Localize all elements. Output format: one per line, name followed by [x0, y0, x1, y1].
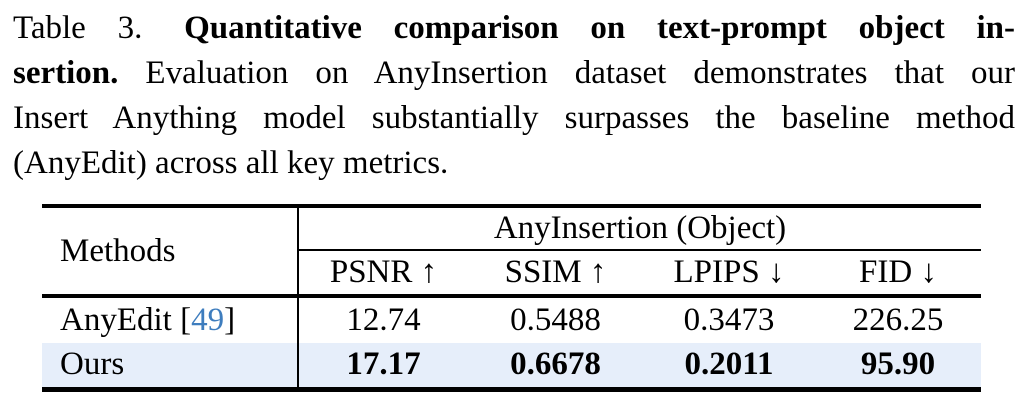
caption-body-text: Insert Anything model substantially surp…	[13, 100, 1015, 136]
caption-body-text: (AnyEdit) across all key metrics.	[13, 145, 449, 181]
method-name: Ours	[60, 346, 125, 383]
citation-bracket-close: ]	[224, 302, 236, 338]
caption-line-3: Insert Anything model substantially surp…	[13, 96, 1015, 141]
metric-header-fid: FID ↓	[815, 250, 982, 298]
value-cell-ssim: 0.6678	[468, 343, 643, 389]
methods-column-header: Methods	[42, 206, 299, 298]
caption-title-bold: Quantitative comparison on text-prompt o…	[184, 10, 1015, 46]
value-cell-fid: 226.25	[852, 302, 944, 338]
value-cell-lpips: 0.3473	[683, 302, 775, 338]
results-table: Methods AnyInsertion (Object) PSNR ↑ SSI…	[42, 204, 982, 392]
table-row-anyedit: AnyEdit [49] 12.74 0.5488 0.3473 226.25	[42, 296, 981, 343]
results-table-container: Methods AnyInsertion (Object) PSNR ↑ SSI…	[42, 204, 982, 392]
citation-bracket-open: [	[180, 302, 192, 338]
metric-header-psnr: PSNR ↑	[298, 250, 468, 298]
value-cell-ssim: 0.5488	[510, 302, 601, 338]
value-cell-lpips: 0.2011	[643, 343, 815, 389]
caption-title-bold-cont: sertion.	[13, 55, 119, 91]
metric-header-lpips: LPIPS ↓	[643, 250, 815, 298]
caption-line-1: Table 3. Quantitative comparison on text…	[13, 6, 1015, 51]
method-cell-anyedit: AnyEdit [49]	[42, 296, 299, 343]
table-caption: Table 3. Quantitative comparison on text…	[13, 6, 1015, 186]
citation-link-49[interactable]: 49	[191, 302, 225, 338]
metric-header-row: PSNR ↑ SSIM ↑ LPIPS ↓ FID ↓	[42, 250, 982, 298]
table-row-ours: Ours 17.17 0.6678 0.2011 95.90	[42, 343, 982, 389]
group-header-row: Methods AnyInsertion (Object)	[42, 206, 982, 298]
caption-line-2: sertion. Evaluation on AnyInsertion data…	[13, 51, 1015, 96]
caption-line-4: (AnyEdit) across all key metrics.	[13, 141, 1015, 186]
caption-body-text: Evaluation on AnyInsertion dataset demon…	[145, 55, 1015, 91]
metric-header-ssim: SSIM ↑	[468, 250, 643, 298]
value-cell-psnr: 12.74	[346, 302, 421, 338]
value-cell-fid: 95.90	[815, 343, 982, 389]
method-cell-ours: Ours	[42, 343, 299, 389]
caption-table-number: Table 3.	[13, 10, 143, 46]
group-header: AnyInsertion (Object)	[298, 206, 982, 251]
value-cell-psnr: 17.17	[298, 343, 468, 389]
method-name: AnyEdit	[60, 302, 172, 338]
